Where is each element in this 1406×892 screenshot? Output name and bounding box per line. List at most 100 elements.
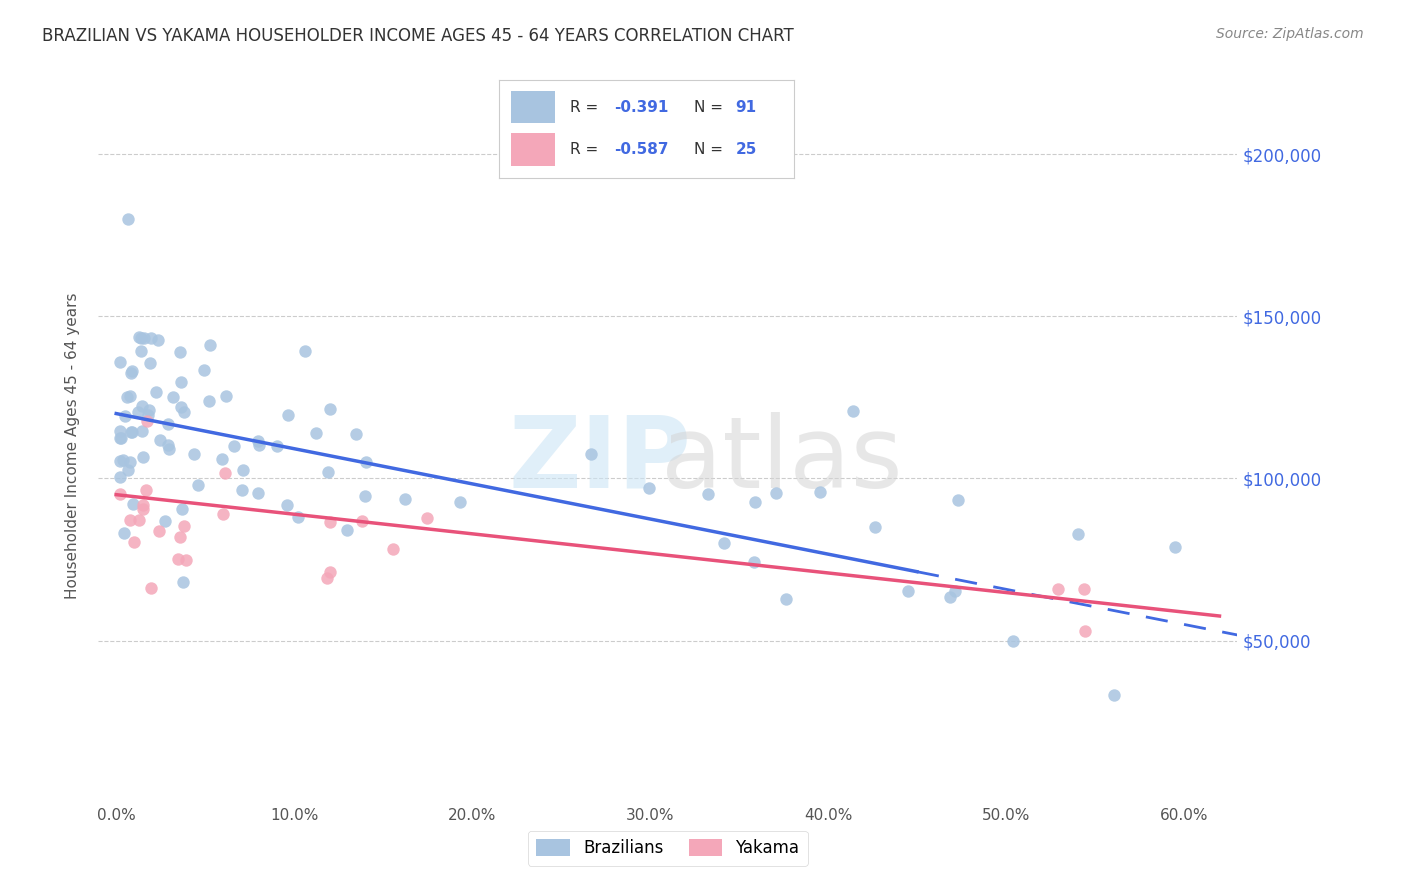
Point	[141, 581, 163, 595]
Point	[169, 530, 191, 544]
Point	[214, 466, 236, 480]
Point	[1164, 540, 1187, 554]
Point	[110, 431, 132, 445]
Point	[136, 414, 159, 428]
Point	[172, 574, 194, 589]
Point	[344, 427, 367, 442]
Text: N =: N =	[695, 100, 728, 115]
Text: atlas: atlas	[661, 412, 903, 508]
Point	[129, 343, 152, 358]
Point	[765, 486, 787, 500]
Point	[394, 492, 416, 507]
Point	[166, 552, 188, 566]
Point	[842, 404, 865, 418]
Bar	[510, 91, 555, 123]
Point	[581, 446, 603, 460]
Point	[173, 519, 195, 533]
Point	[211, 452, 233, 467]
Point	[713, 536, 735, 550]
Point	[157, 417, 180, 431]
Point	[215, 389, 238, 403]
Text: -0.587: -0.587	[614, 142, 669, 157]
Point	[108, 425, 131, 439]
Point	[129, 331, 152, 345]
Point	[316, 465, 339, 479]
Point	[170, 502, 193, 516]
Point	[138, 402, 160, 417]
Point	[128, 329, 150, 343]
Point	[132, 450, 155, 465]
Point	[211, 507, 233, 521]
Point	[108, 470, 131, 484]
Point	[863, 520, 886, 534]
Point	[117, 212, 139, 227]
Point	[231, 483, 253, 497]
Point	[246, 486, 269, 500]
Point	[350, 514, 373, 528]
Point	[136, 409, 159, 423]
Point	[174, 553, 197, 567]
Point	[1001, 634, 1024, 648]
Text: R =: R =	[569, 142, 603, 157]
Point	[122, 497, 145, 511]
Point	[276, 498, 298, 512]
Point	[381, 541, 404, 556]
Point	[135, 483, 157, 497]
Text: 91: 91	[735, 100, 756, 115]
Point	[108, 454, 131, 468]
Point	[1047, 582, 1070, 597]
Point	[744, 495, 766, 509]
Point	[131, 399, 153, 413]
Point	[938, 590, 960, 604]
Point	[193, 363, 215, 377]
Point	[1073, 624, 1095, 639]
Point	[122, 535, 145, 549]
Point	[128, 513, 150, 527]
Point	[305, 426, 328, 441]
Point	[132, 498, 155, 512]
Point	[775, 592, 797, 607]
Point	[117, 463, 139, 477]
Point	[112, 526, 135, 541]
Point	[120, 455, 142, 469]
Point	[170, 375, 193, 389]
Point	[131, 424, 153, 438]
Point	[141, 331, 163, 345]
Point	[1102, 688, 1125, 702]
Point	[132, 501, 155, 516]
Point	[183, 447, 205, 461]
Point	[742, 555, 765, 569]
Point	[247, 438, 270, 452]
Legend: Brazilians, Yakama: Brazilians, Yakama	[529, 831, 807, 866]
Text: ZIP: ZIP	[508, 412, 690, 508]
Point	[449, 495, 471, 509]
Point	[897, 584, 920, 599]
Point	[120, 366, 142, 380]
Bar	[510, 133, 555, 166]
Point	[1066, 527, 1088, 541]
Point	[946, 493, 969, 508]
Text: N =: N =	[695, 142, 728, 157]
Point	[277, 408, 299, 422]
Point	[943, 584, 966, 599]
Point	[156, 438, 179, 452]
Text: R =: R =	[569, 100, 603, 115]
Point	[108, 487, 131, 501]
Point	[118, 389, 141, 403]
Point	[319, 515, 342, 529]
Point	[247, 434, 270, 448]
Point	[146, 333, 169, 347]
Point	[287, 509, 309, 524]
Point	[121, 425, 143, 439]
Point	[169, 344, 191, 359]
Point	[232, 463, 254, 477]
Point	[157, 442, 180, 456]
Point	[118, 513, 141, 527]
Point	[153, 514, 176, 528]
Point	[316, 571, 339, 585]
Point	[697, 487, 720, 501]
Point	[121, 364, 143, 378]
Point	[198, 338, 221, 352]
Text: Source: ZipAtlas.com: Source: ZipAtlas.com	[1216, 27, 1364, 41]
Point	[1073, 582, 1095, 596]
